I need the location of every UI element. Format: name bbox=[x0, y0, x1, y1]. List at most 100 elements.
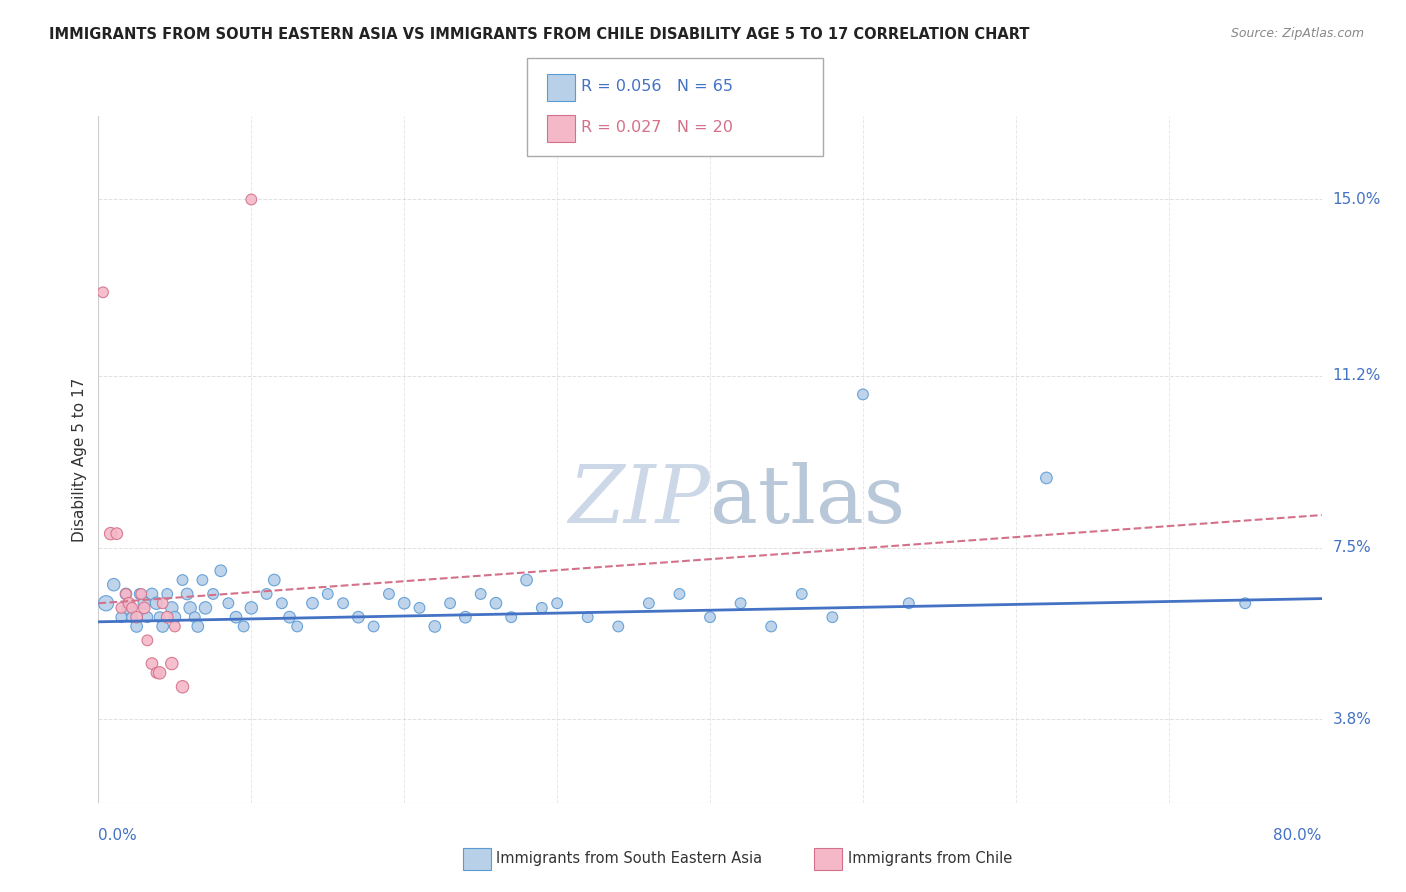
Point bbox=[156, 587, 179, 601]
Text: R = 0.027   N = 20: R = 0.027 N = 20 bbox=[581, 120, 733, 135]
Point bbox=[184, 610, 207, 624]
Point bbox=[152, 619, 174, 633]
Point bbox=[115, 587, 138, 601]
Point bbox=[94, 596, 117, 610]
Point bbox=[125, 619, 148, 633]
Point bbox=[172, 680, 194, 694]
Point bbox=[363, 619, 385, 633]
Point bbox=[145, 665, 167, 680]
Point bbox=[141, 657, 163, 671]
Point bbox=[217, 596, 239, 610]
Point bbox=[149, 665, 172, 680]
Text: 80.0%: 80.0% bbox=[1274, 828, 1322, 843]
Text: 7.5%: 7.5% bbox=[1333, 540, 1371, 555]
Point bbox=[392, 596, 416, 610]
Text: 3.8%: 3.8% bbox=[1333, 712, 1372, 727]
Point bbox=[160, 657, 183, 671]
Point bbox=[125, 610, 148, 624]
Point bbox=[347, 610, 370, 624]
Point bbox=[759, 619, 782, 633]
Point bbox=[790, 587, 813, 601]
Point bbox=[187, 619, 209, 633]
Point bbox=[179, 600, 201, 615]
Point bbox=[118, 596, 141, 610]
Point bbox=[256, 587, 278, 601]
Point bbox=[232, 619, 254, 633]
Point bbox=[163, 610, 186, 624]
Text: R = 0.056   N = 65: R = 0.056 N = 65 bbox=[581, 79, 733, 94]
Point bbox=[821, 610, 844, 624]
Point bbox=[110, 600, 132, 615]
Text: atlas: atlas bbox=[710, 461, 905, 540]
Point bbox=[163, 619, 186, 633]
Point bbox=[202, 587, 225, 601]
Point bbox=[191, 573, 214, 587]
Point bbox=[209, 564, 232, 578]
Point bbox=[118, 600, 141, 615]
Point bbox=[263, 573, 285, 587]
Point bbox=[121, 600, 143, 615]
Text: ZIP: ZIP bbox=[568, 462, 710, 540]
Point bbox=[141, 587, 163, 601]
Y-axis label: Disability Age 5 to 17: Disability Age 5 to 17 bbox=[72, 377, 87, 541]
Text: IMMIGRANTS FROM SOUTH EASTERN ASIA VS IMMIGRANTS FROM CHILE DISABILITY AGE 5 TO : IMMIGRANTS FROM SOUTH EASTERN ASIA VS IM… bbox=[49, 27, 1029, 42]
Point bbox=[1035, 471, 1057, 485]
Point bbox=[240, 600, 263, 615]
Point bbox=[134, 600, 156, 615]
Point bbox=[121, 610, 143, 624]
Point bbox=[897, 596, 920, 610]
Point bbox=[149, 610, 172, 624]
Point bbox=[128, 587, 150, 601]
Point bbox=[546, 596, 568, 610]
Point bbox=[423, 619, 446, 633]
Point bbox=[145, 596, 167, 610]
Text: 15.0%: 15.0% bbox=[1333, 192, 1381, 207]
Point bbox=[152, 596, 174, 610]
Point bbox=[454, 610, 477, 624]
Point bbox=[285, 619, 308, 633]
Point bbox=[172, 573, 194, 587]
Point bbox=[115, 587, 138, 601]
Point bbox=[668, 587, 690, 601]
Point bbox=[378, 587, 401, 601]
Point bbox=[105, 526, 128, 541]
Point bbox=[501, 610, 523, 624]
Point bbox=[316, 587, 339, 601]
Point bbox=[699, 610, 721, 624]
Point bbox=[103, 577, 125, 591]
Point bbox=[470, 587, 492, 601]
Point bbox=[607, 619, 630, 633]
Point bbox=[637, 596, 661, 610]
Point bbox=[91, 285, 114, 300]
Point bbox=[516, 573, 538, 587]
Point bbox=[110, 610, 132, 624]
Point bbox=[301, 596, 323, 610]
Point bbox=[278, 610, 301, 624]
Point bbox=[160, 600, 183, 615]
Point bbox=[240, 193, 263, 207]
Point bbox=[576, 610, 599, 624]
Point bbox=[852, 387, 875, 401]
Point bbox=[100, 526, 122, 541]
Point bbox=[332, 596, 354, 610]
Point bbox=[129, 587, 152, 601]
Point bbox=[176, 587, 198, 601]
Text: 0.0%: 0.0% bbox=[98, 828, 138, 843]
Point bbox=[485, 596, 508, 610]
Point bbox=[730, 596, 752, 610]
Point bbox=[1234, 596, 1257, 610]
Text: Immigrants from Chile: Immigrants from Chile bbox=[848, 852, 1012, 866]
Point bbox=[194, 600, 217, 615]
Text: 11.2%: 11.2% bbox=[1333, 368, 1381, 384]
Point bbox=[156, 610, 179, 624]
Point bbox=[225, 610, 247, 624]
Point bbox=[270, 596, 292, 610]
Text: Source: ZipAtlas.com: Source: ZipAtlas.com bbox=[1230, 27, 1364, 40]
Point bbox=[134, 596, 156, 610]
Point bbox=[439, 596, 461, 610]
Point bbox=[530, 600, 553, 615]
Point bbox=[136, 610, 159, 624]
Point bbox=[408, 600, 430, 615]
Point bbox=[136, 633, 159, 648]
Text: Immigrants from South Eastern Asia: Immigrants from South Eastern Asia bbox=[496, 852, 762, 866]
